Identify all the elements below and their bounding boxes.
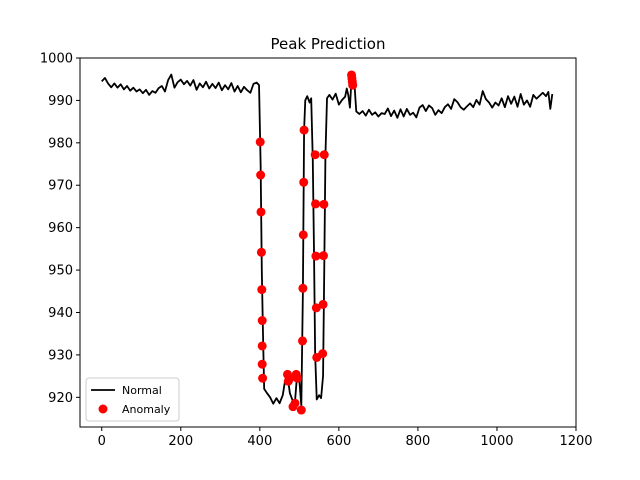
anomaly-point <box>348 80 358 90</box>
anomaly-point <box>290 398 300 408</box>
x-tick-label: 400 <box>247 434 272 449</box>
anomaly-point <box>257 316 267 326</box>
anomaly-point <box>256 170 266 180</box>
y-tick-label: 940 <box>48 306 73 321</box>
anomaly-point <box>299 177 309 187</box>
anomaly-point <box>298 336 308 346</box>
anomaly-point <box>255 137 265 147</box>
x-tick-label: 1000 <box>480 434 513 449</box>
anomaly-point <box>318 251 328 261</box>
y-tick-label: 960 <box>48 221 73 236</box>
legend-normal-label: Normal <box>122 384 162 397</box>
anomaly-point <box>311 303 321 313</box>
legend-anomaly-label: Anomaly <box>122 403 171 416</box>
anomaly-point <box>298 283 308 293</box>
x-tick-label: 0 <box>98 434 106 449</box>
anomaly-point <box>319 199 329 209</box>
anomaly-point <box>257 341 267 351</box>
x-tick-label: 1200 <box>559 434 592 449</box>
anomaly-point <box>258 373 268 383</box>
y-tick-label: 930 <box>48 348 73 363</box>
plot-area <box>79 57 577 428</box>
x-tick-label: 800 <box>405 434 430 449</box>
anomaly-point <box>318 349 328 359</box>
legend-anomaly-swatch <box>98 404 108 414</box>
y-tick-label: 980 <box>48 136 73 151</box>
anomaly-point <box>310 150 320 160</box>
anomaly-point <box>318 299 328 309</box>
x-tick-label: 600 <box>326 434 351 449</box>
legend-box <box>85 377 180 422</box>
anomaly-point <box>256 247 266 257</box>
anomaly-point <box>257 285 267 295</box>
y-tick-label: 950 <box>48 264 73 279</box>
y-axis: 920 930 940 950 960 970 980 990 1000 <box>40 52 80 406</box>
y-tick-label: 990 <box>48 94 73 109</box>
y-tick-label: 970 <box>48 179 73 194</box>
normal-series-line <box>101 73 554 408</box>
anomaly-point <box>292 373 302 383</box>
anomaly-point <box>311 199 321 209</box>
anomaly-point <box>299 125 309 135</box>
anomaly-point <box>256 207 266 217</box>
anomaly-point <box>296 405 306 415</box>
legend: Normal Anomaly <box>85 377 180 422</box>
anomaly-point <box>319 150 329 160</box>
y-tick-label: 920 <box>48 391 73 406</box>
anomaly-point <box>298 230 308 240</box>
anomaly-point <box>257 359 267 369</box>
anomaly-series-layer <box>255 70 358 415</box>
x-axis: 0 200 400 600 800 1000 1200 <box>98 427 593 449</box>
chart-title: Peak Prediction <box>271 35 386 53</box>
x-tick-label: 200 <box>168 434 193 449</box>
y-tick-label: 1000 <box>40 52 73 67</box>
axes-frame <box>79 57 577 428</box>
anomaly-point <box>311 251 321 261</box>
normal-series-layer <box>101 73 554 408</box>
